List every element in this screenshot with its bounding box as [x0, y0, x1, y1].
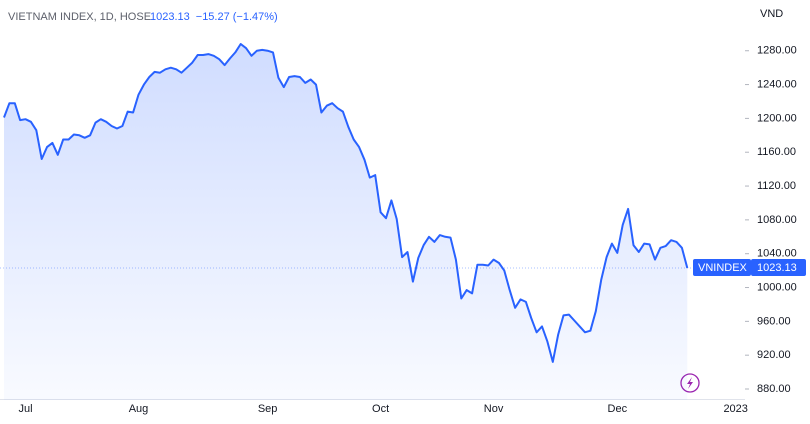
x-tick-label: Oct — [372, 403, 389, 415]
x-tick-label: 2023 — [723, 403, 747, 415]
line — [3, 43, 689, 363]
header-change: −15.27 (−1.47%) — [196, 11, 278, 23]
legend-label: VNINDEX — [698, 262, 748, 274]
y-tick-label: 880.00 — [757, 383, 791, 395]
x-tick-label: Dec — [608, 403, 628, 415]
y-axis-label: VND — [760, 8, 783, 20]
x-tick-label: Sep — [258, 403, 278, 415]
y-tick-label: 1240.00 — [757, 78, 797, 90]
y-tick-label: 1040.00 — [757, 248, 797, 260]
header-price: 1023.13 — [150, 11, 190, 23]
y-tick-label: 1080.00 — [757, 214, 797, 226]
x-tick-label: Nov — [484, 403, 504, 415]
x-tick-label: Jul — [18, 403, 32, 415]
legend-box — [693, 258, 751, 276]
price-label: 1023.13 — [757, 262, 797, 274]
area — [4, 44, 688, 400]
y-tick-label: 1280.00 — [757, 45, 797, 57]
x-tick-label: Aug — [129, 403, 149, 415]
icon-bolt — [687, 377, 693, 389]
y-tick-label: 1120.00 — [757, 180, 796, 192]
y-tick-label: 1160.00 — [757, 146, 796, 158]
y-tick-label: 1200.00 — [757, 112, 797, 124]
y-tick-label: 920.00 — [757, 349, 791, 361]
price-box — [751, 258, 806, 276]
y-tick-label: 960.00 — [757, 315, 791, 327]
y-tick-label: 1000.00 — [757, 281, 797, 293]
chart-title: VIETNAM INDEX, 1D, HOSE — [8, 11, 151, 23]
